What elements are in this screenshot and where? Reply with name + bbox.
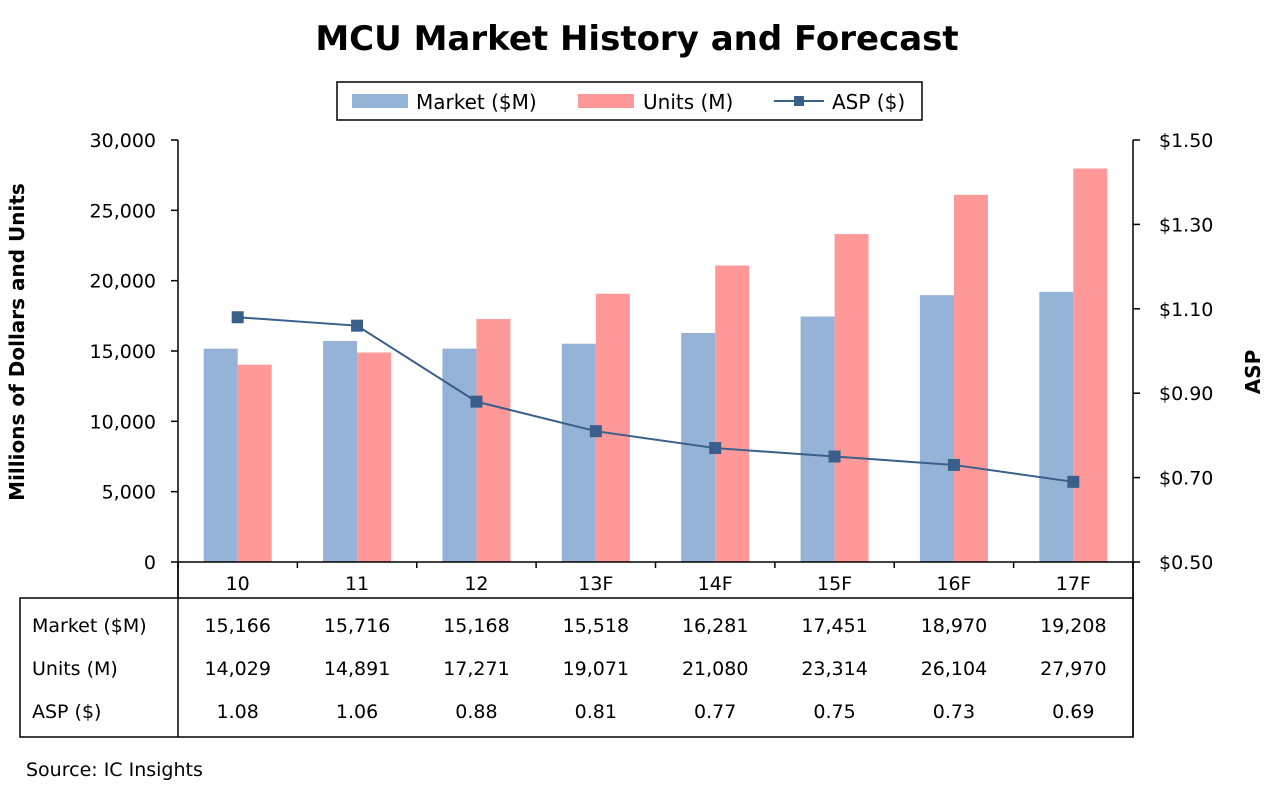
source-note: Source: IC Insights [26,759,203,781]
table-cell: 15,518 [563,615,629,637]
table-cell: 1.08 [217,701,259,723]
asp-point-11 [351,319,364,332]
legend-swatch-market [352,94,408,108]
x-category-label: 17F [1056,573,1091,595]
legend-label-asp: ASP ($) [832,90,905,114]
market-bar-15F [800,316,835,562]
asp-point-10 [231,311,244,324]
table-cell: 15,168 [443,615,509,637]
y-axis-label: Millions of Dollars and Units [5,183,29,501]
asp-point-17F [1067,475,1080,488]
asp-point-12 [470,395,483,408]
x-category-label: 11 [345,573,369,595]
y-tick-label: 25,000 [90,200,156,222]
asp-point-14F [709,442,722,455]
units-bar-10 [237,364,272,562]
x-category-label: 14F [698,573,733,595]
table-cell: 0.77 [694,701,736,723]
table-cell: 15,166 [204,615,270,637]
asp-line-series [231,311,1080,488]
asp-point-15F [828,450,841,463]
y-tick-label: 30,000 [90,130,156,152]
y2-tick-label: $0.70 [1159,468,1213,490]
y-tick-label: 5,000 [102,482,156,504]
legend-swatch-asp-marker [794,96,804,106]
asp-point-16F [947,458,960,471]
legend-label-market: Market ($M) [416,90,537,114]
y2-tick-label: $0.50 [1159,552,1213,574]
y2-tick-label: $0.90 [1159,383,1213,405]
table-cell: 26,104 [921,658,987,680]
data-table: 10 11 12 13F 14F 15F 16F 17F Market ($M) 15,166 15… [19,562,1134,738]
table-cell: 17,271 [443,658,509,680]
y2-tick-label: $1.50 [1159,130,1213,152]
y2-axis-label: ASP [1241,350,1265,395]
legend: Market ($M) Units (M) ASP ($) [336,81,923,121]
x-category-label: 12 [464,573,488,595]
x-category-label: 16F [936,573,971,595]
units-bar-16F [953,194,988,563]
table-row-label: ASP ($) [32,701,101,723]
y2-tick-label: $1.10 [1159,299,1213,321]
units-bar-17F [1073,168,1108,562]
table-cell: 19,208 [1040,615,1106,637]
market-bar-13F [561,343,596,562]
legend-swatch-units [578,94,634,108]
bar-series [203,168,1108,563]
table-cell: 16,281 [682,615,748,637]
y2-tick-label: $1.30 [1159,214,1213,236]
table-cell: 23,314 [801,658,867,680]
table-cell: 17,451 [801,615,867,637]
market-bar-12 [442,348,477,562]
table-cell: 14,891 [324,658,390,680]
asp-point-13F [589,425,602,438]
chart-title: MCU Market History and Forecast [315,19,958,59]
units-bar-14F [715,265,750,562]
y-tick-label: 10,000 [90,411,156,433]
table-cell: 0.73 [933,701,975,723]
asp-line [237,316,1074,483]
y-tick-label: 15,000 [90,341,156,363]
market-bar-11 [323,340,358,562]
market-bar-10 [203,348,238,562]
table-cell: 0.81 [575,701,617,723]
units-bar-12 [476,319,511,562]
y-tick-label: 20,000 [90,271,156,293]
axes: 0 5,000 10,000 15,000 20,000 25,000 30,000 $0.5… [90,130,1213,598]
x-category-label: 15F [817,573,852,595]
x-category-label: 13F [578,573,613,595]
units-bar-15F [834,234,869,562]
market-bar-16F [919,295,954,562]
table-cell: 0.88 [455,701,497,723]
table-cell: 19,071 [563,658,629,680]
table-cell: 0.75 [813,701,855,723]
market-bar-17F [1039,291,1074,562]
table-cell: 1.06 [336,701,378,723]
table-row-label: Market ($M) [32,615,147,637]
table-cell: 0.69 [1052,701,1094,723]
table-cell: 27,970 [1040,658,1106,680]
y-tick-label: 0 [144,552,156,574]
table-cell: 14,029 [204,658,270,680]
table-cell: 18,970 [921,615,987,637]
table-cell: 15,716 [324,615,390,637]
table-row-label: Units (M) [32,658,118,680]
legend-label-units: Units (M) [643,90,733,114]
table-cell: 21,080 [682,658,748,680]
x-category-label: 10 [226,573,250,595]
units-bar-11 [357,352,392,562]
